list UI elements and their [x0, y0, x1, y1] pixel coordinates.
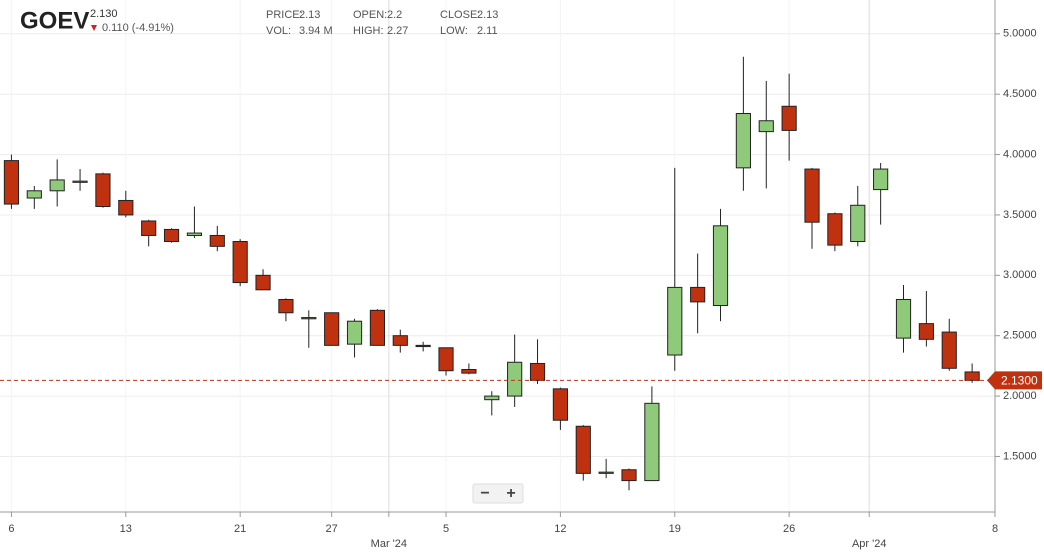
- x-tick-label: 19: [669, 523, 681, 535]
- y-tick-label: 3.5000: [1003, 209, 1037, 221]
- candle-body: [438, 347, 454, 372]
- stat-value: 2.11: [477, 25, 498, 37]
- stat-label: CLOSE:: [440, 9, 480, 21]
- zoom-controls: [472, 483, 524, 504]
- y-tick-label: 4.0000: [1003, 148, 1037, 160]
- candle-body: [964, 371, 980, 381]
- candle-body: [712, 225, 729, 307]
- candle-body: [49, 179, 65, 192]
- x-tick-label: 5: [443, 523, 449, 535]
- x-tick-label: 8: [992, 523, 998, 535]
- stat-label: OPEN:: [353, 9, 387, 21]
- x-tick-label: 13: [120, 523, 132, 535]
- candle-body: [392, 335, 408, 346]
- last-price-tag: [987, 371, 1042, 390]
- zoom-out[interactable]: −: [480, 485, 489, 502]
- candle-body: [209, 234, 225, 247]
- price: 2.130: [90, 8, 118, 20]
- stat-label: PRICE:: [266, 9, 303, 21]
- stat-label: VOL:: [266, 25, 291, 37]
- candle-body: [804, 168, 820, 223]
- candle-body: [461, 369, 477, 374]
- candle-body: [850, 204, 866, 243]
- stat-value: 3.94 M: [299, 25, 333, 37]
- candle-body: [895, 298, 912, 339]
- stat-label: HIGH:: [353, 25, 384, 37]
- stat-value: 2.2: [387, 9, 402, 21]
- down-arrow: [91, 25, 97, 31]
- candle-body: [186, 232, 203, 236]
- stat-value: 2.27: [387, 25, 408, 37]
- candle-body: [163, 228, 180, 243]
- month-label: Mar '24: [371, 538, 407, 550]
- y-tick-label: 2.5000: [1003, 330, 1037, 342]
- candle-body: [369, 309, 386, 346]
- candle-body: [415, 344, 431, 348]
- candle-body: [484, 395, 500, 401]
- candle-body: [301, 317, 317, 320]
- y-tick-label: 1.5000: [1003, 450, 1037, 462]
- candle-body: [667, 286, 683, 356]
- candle-body: [507, 361, 523, 397]
- x-tick-label: 27: [326, 523, 338, 535]
- candle-body: [72, 180, 88, 183]
- candle-body: [598, 471, 614, 474]
- candle-body: [781, 105, 797, 131]
- candle-body: [735, 113, 751, 169]
- stat-value: 2.13: [477, 9, 498, 21]
- stat-value: 2.13: [299, 9, 320, 21]
- candle-body: [232, 241, 248, 284]
- last-price-label: 2.1300: [1001, 374, 1038, 388]
- candle-body: [324, 312, 340, 346]
- zoom-in[interactable]: +: [506, 485, 515, 502]
- candle-body: [575, 425, 591, 474]
- x-tick-label: 26: [783, 523, 795, 535]
- candle-body: [118, 199, 134, 216]
- candle-body: [26, 190, 42, 199]
- month-label: Apr '24: [852, 538, 887, 550]
- candle-body: [255, 274, 271, 291]
- candle-body: [278, 298, 294, 314]
- candle-body: [95, 173, 111, 207]
- candle-body: [141, 220, 157, 236]
- x-tick-label: 12: [554, 523, 566, 535]
- candle-body: [644, 402, 660, 482]
- y-tick-label: 5.0000: [1003, 28, 1037, 40]
- symbol: GOEV: [20, 7, 89, 34]
- candle-body: [758, 120, 774, 133]
- candle-body: [621, 469, 637, 482]
- candle-body: [690, 286, 706, 303]
- change: 0.110 (-4.91%): [102, 22, 174, 34]
- x-tick-label: 21: [234, 523, 246, 535]
- stat-label: LOW:: [440, 25, 468, 37]
- candle-body: [552, 388, 568, 421]
- x-tick-label: 6: [8, 523, 14, 535]
- candle-body: [827, 213, 843, 246]
- candles: 2.1300: [0, 56, 1042, 491]
- y-tick-label: 2.0000: [1003, 390, 1037, 402]
- candle-body: [346, 320, 363, 345]
- y-tick-label: 4.5000: [1003, 88, 1037, 100]
- y-tick-label: 3.0000: [1003, 269, 1037, 281]
- candle-body: [3, 160, 20, 205]
- candle-body: [941, 331, 957, 369]
- candle-body: [873, 168, 889, 191]
- candle-body: [529, 362, 546, 381]
- candle-body: [918, 323, 934, 340]
